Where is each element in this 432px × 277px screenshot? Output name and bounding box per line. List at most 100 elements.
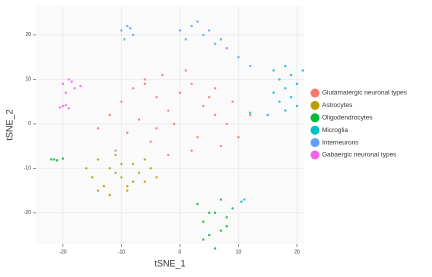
point xyxy=(108,113,111,117)
point xyxy=(184,38,187,41)
point xyxy=(272,69,275,72)
legend-key xyxy=(310,125,320,135)
point xyxy=(225,122,228,126)
point xyxy=(284,64,287,68)
legend-label: Gabaergic neuronal types xyxy=(322,152,397,159)
point xyxy=(278,100,281,103)
point xyxy=(208,211,211,215)
point xyxy=(161,73,164,77)
point xyxy=(278,78,281,81)
point xyxy=(58,106,62,109)
point xyxy=(196,202,199,206)
point xyxy=(123,38,126,41)
point xyxy=(85,167,88,170)
point xyxy=(155,176,158,179)
point xyxy=(114,153,117,157)
point xyxy=(190,24,193,28)
point xyxy=(114,171,117,175)
point xyxy=(67,107,70,110)
point xyxy=(126,131,129,134)
point xyxy=(61,104,65,108)
y-tick-label: 0 xyxy=(28,121,31,127)
y-tick-label: 20 xyxy=(25,32,31,38)
point xyxy=(55,159,59,162)
point xyxy=(102,184,106,188)
point xyxy=(202,220,205,223)
point xyxy=(219,198,223,201)
point xyxy=(208,29,211,32)
point xyxy=(120,176,123,179)
point xyxy=(219,38,223,41)
plot-panel xyxy=(36,6,304,244)
y-tick-label: 10 xyxy=(25,77,31,83)
point xyxy=(213,113,217,117)
point xyxy=(289,73,293,77)
point xyxy=(137,171,141,175)
point xyxy=(202,238,205,241)
point xyxy=(219,229,223,232)
point xyxy=(129,27,132,30)
point xyxy=(225,216,228,219)
point xyxy=(131,87,135,90)
point xyxy=(143,158,147,161)
y-tick-label: -20 xyxy=(24,210,31,216)
point xyxy=(196,20,199,23)
point xyxy=(231,100,234,103)
point xyxy=(213,42,217,46)
point xyxy=(219,144,223,148)
point xyxy=(190,82,193,86)
point xyxy=(172,122,176,126)
point xyxy=(64,91,68,94)
point xyxy=(208,95,211,99)
point xyxy=(284,109,287,112)
point xyxy=(167,109,170,112)
point xyxy=(64,104,68,107)
legend-key xyxy=(310,100,320,110)
point xyxy=(243,198,246,201)
legend-label: Microglia xyxy=(322,127,348,134)
point xyxy=(240,200,243,203)
legend-key xyxy=(310,88,320,98)
point xyxy=(266,113,269,117)
point xyxy=(108,167,111,170)
y-tick-label: -10 xyxy=(24,166,31,172)
point xyxy=(248,64,252,68)
point xyxy=(184,69,187,72)
point xyxy=(149,167,152,170)
point xyxy=(213,87,217,90)
legend-key xyxy=(310,138,320,148)
legend-label: Oligodendrocytes xyxy=(322,115,373,122)
point xyxy=(289,95,293,99)
point xyxy=(126,189,129,192)
point xyxy=(108,193,111,197)
point xyxy=(52,158,56,161)
y-axis-title: tSNE_2 xyxy=(4,109,14,140)
point xyxy=(96,158,100,161)
x-tick-label: 20 xyxy=(294,249,300,255)
point xyxy=(143,180,147,183)
point xyxy=(167,153,170,157)
point xyxy=(131,33,135,37)
x-tick-label: -20 xyxy=(59,249,66,255)
point xyxy=(143,82,147,86)
point xyxy=(96,189,100,192)
point xyxy=(73,87,76,90)
point xyxy=(79,84,82,88)
legend-label: Interneurons xyxy=(322,139,359,146)
point xyxy=(61,82,65,86)
point xyxy=(248,111,252,114)
point xyxy=(114,149,117,152)
point xyxy=(178,29,182,32)
x-tick-label: 10 xyxy=(236,249,242,255)
point xyxy=(231,207,234,210)
point xyxy=(120,162,123,166)
point xyxy=(237,136,240,139)
point xyxy=(131,180,135,183)
legend-key xyxy=(310,150,320,160)
point xyxy=(225,47,228,50)
point xyxy=(120,100,123,103)
point xyxy=(96,127,100,130)
point xyxy=(61,157,65,160)
point xyxy=(50,158,53,161)
